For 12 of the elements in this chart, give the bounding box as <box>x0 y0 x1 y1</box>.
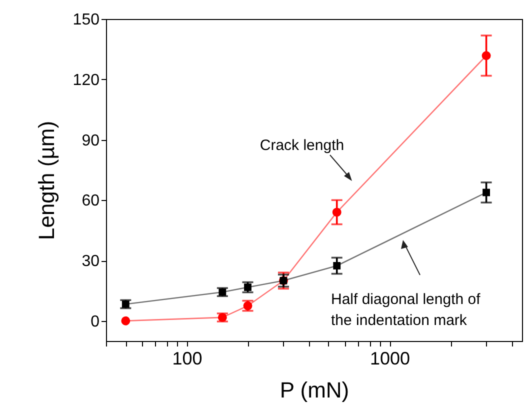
y-tick-label: 30 <box>82 253 100 270</box>
x-tick-label: 100 <box>172 348 202 368</box>
x-tick-label: 1000 <box>370 348 410 368</box>
y-tick-label: 90 <box>82 132 100 150</box>
y-tick-label: 120 <box>72 72 100 89</box>
y-tick-label: 0 <box>90 313 100 330</box>
y-tick-label: 150 <box>72 12 100 28</box>
x-axis-title: P (mN) <box>280 378 350 402</box>
annotation: Crack length <box>260 137 344 154</box>
y-tick-label: 60 <box>82 192 100 210</box>
y-axis-title: Length (µm) <box>34 120 59 240</box>
annotation: Half diagonal length of the indentation mark <box>331 291 482 329</box>
